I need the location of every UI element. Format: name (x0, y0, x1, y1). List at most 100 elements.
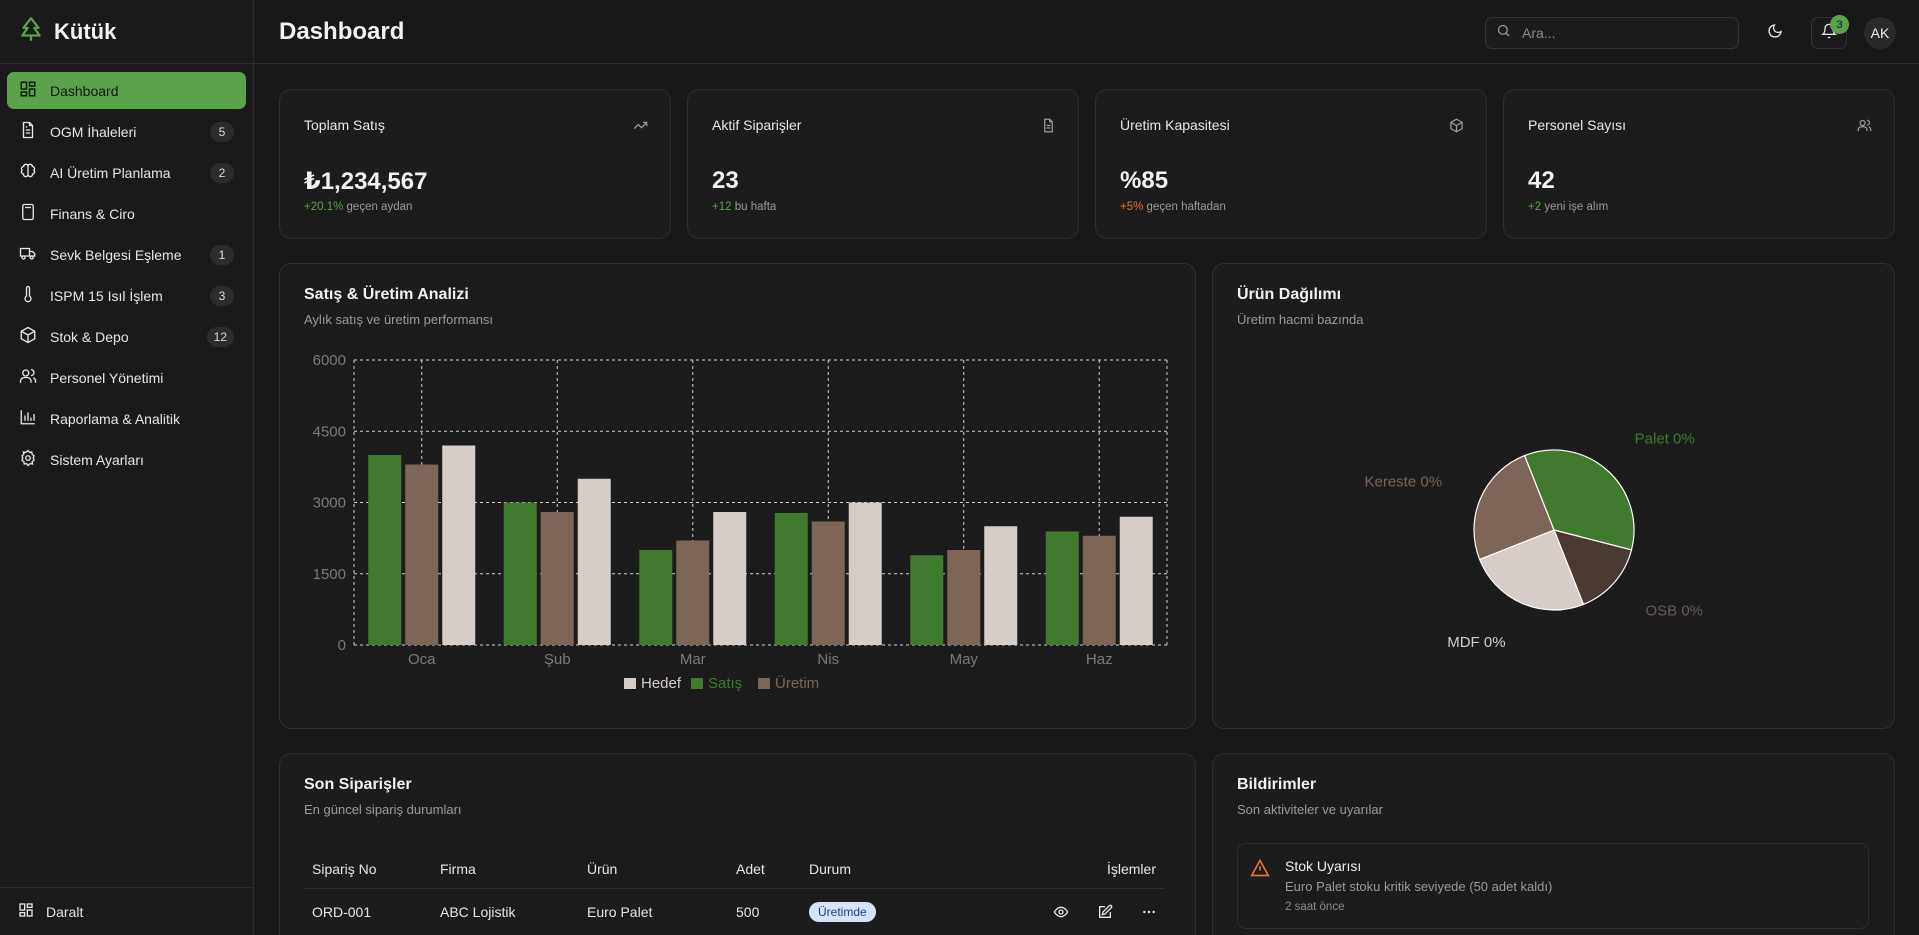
more-button[interactable] (1134, 898, 1164, 926)
sidebar-item-finans-ciro[interactable]: Finans & Ciro (7, 195, 246, 232)
column-header: Firma (432, 850, 579, 889)
count-badge: 5 (210, 121, 234, 142)
theme-toggle-button[interactable] (1757, 17, 1793, 49)
sidebar-item-personel[interactable]: Personel Yönetimi (7, 359, 246, 396)
sales-production-panel: Satış & Üretim Analizi Aylık satış ve ür… (279, 263, 1196, 729)
order-quantity: 500 (736, 904, 760, 921)
column-header: Durum (801, 850, 1021, 889)
box-icon (19, 326, 37, 347)
stat-card-production-capacity: Üretim Kapasitesi %85 +5% geçen haftadan (1095, 89, 1487, 239)
stat-value: ₺1,234,567 (304, 168, 428, 195)
avatar[interactable]: AK (1864, 17, 1896, 49)
edit-button[interactable] (1090, 898, 1120, 926)
sidebar-item-label: ISPM 15 Isıl İşlem (50, 287, 163, 304)
search-input[interactable] (1522, 25, 1722, 41)
collapse-sidebar-button[interactable]: Daralt (0, 887, 253, 935)
search-icon (1496, 23, 1511, 43)
column-header: Ürün (579, 850, 728, 889)
notification-item[interactable]: Stok Uyarısı Euro Palet stoku kritik sev… (1237, 843, 1869, 929)
stat-value: %85 (1120, 167, 1169, 194)
stat-delta: +20.1% (304, 201, 344, 213)
sidebar-item-sevk-belgesi[interactable]: Sevk Belgesi Eşleme 1 (7, 236, 246, 273)
pie-label: MDF 0% (1447, 634, 1505, 651)
sidebar-item-ogm-ihaleleri[interactable]: OGM İhaleleri 5 (7, 113, 246, 150)
bar-satış (774, 512, 808, 645)
panel-subtitle: Üretim hacmi bazında (1237, 312, 1364, 327)
sidebar-item-ai-uretim-planlama[interactable]: AI Üretim Planlama 2 (7, 154, 246, 191)
x-tick-label: Haz (1086, 651, 1113, 668)
bar-üretim (540, 512, 574, 645)
notification-count-badge: 3 (1830, 15, 1849, 34)
stat-title: Aktif Siparişler (712, 117, 802, 133)
pie-slice (1473, 454, 1555, 561)
document-icon (19, 121, 37, 142)
pie-slice (1553, 529, 1633, 606)
notifications-button[interactable]: 3 (1811, 15, 1849, 49)
view-button[interactable] (1046, 898, 1076, 926)
stat-card-active-orders: Aktif Siparişler 23 +12 bu hafta (687, 89, 1079, 239)
bar-üretim (947, 550, 981, 645)
bar-satış (639, 550, 673, 645)
count-badge: 3 (210, 285, 234, 306)
legend-swatch (691, 678, 703, 689)
sidebar-item-label: Sistem Ayarları (50, 451, 144, 468)
panel-title: Ürün Dağılımı (1237, 286, 1342, 303)
sidebar-item-label: Personel Yönetimi (50, 369, 164, 386)
stat-delta-label: geçen haftadan (1146, 201, 1226, 213)
stat-card-staff-count: Personel Sayısı 42 +2 yeni işe alım (1503, 89, 1895, 239)
table-header-row: Sipariş No Firma Ürün Adet Durum İşlemle… (304, 850, 1164, 889)
brand[interactable]: Kütük (0, 0, 253, 64)
y-tick-label: 1500 (313, 566, 346, 583)
column-header: Adet (728, 850, 801, 889)
sales-production-bar-chart: 0 1500 3000 4500 6000 Oca Şub Mar Nis May Haz Hedef… (313, 352, 1168, 692)
gear-icon (19, 449, 37, 470)
stat-title: Personel Sayısı (1528, 117, 1627, 133)
warning-icon (1250, 858, 1270, 877)
search-box[interactable] (1485, 17, 1739, 49)
table-row[interactable]: ORD-001 ABC Lojistik Euro Palet 500 Üret… (304, 888, 1164, 935)
stat-delta-line: +2 yeni işe alım (1528, 201, 1608, 213)
stat-value: 23 (712, 167, 739, 194)
more-horizontal-icon (1143, 911, 1155, 914)
stat-delta-line: +5% geçen haftadan (1120, 201, 1226, 213)
legend-label: Üretim (775, 674, 819, 692)
sidebar-item-ispm15[interactable]: ISPM 15 Isıl İşlem 3 (7, 277, 246, 314)
file-icon (1041, 118, 1056, 133)
sidebar-item-dashboard[interactable]: Dashboard (7, 72, 246, 109)
pie-slice (1478, 529, 1585, 611)
sidebar-item-stok-depo[interactable]: Stok & Depo 12 (7, 318, 246, 355)
order-company: ABC Lojistik (440, 904, 516, 921)
bar-hedef (577, 478, 611, 645)
page-title: Dashboard (279, 17, 405, 45)
bar-üretim (676, 540, 710, 645)
sidebar-item-label: Dashboard (50, 82, 119, 99)
users-icon (1857, 118, 1872, 133)
x-tick-label: Mar (680, 651, 706, 668)
y-tick-label: 0 (338, 637, 346, 654)
brain-icon (19, 162, 37, 183)
trending-up-icon (633, 118, 648, 133)
x-tick-label: May (950, 651, 979, 668)
legend-swatch (758, 678, 770, 689)
legend-label: Hedef (641, 675, 682, 692)
row-actions (1021, 888, 1164, 935)
orders-table: Sipariş No Firma Ürün Adet Durum İşlemle… (304, 850, 1164, 935)
thermometer-icon (19, 285, 37, 306)
bar-hedef (442, 445, 476, 645)
pie-label: Palet 0% (1635, 430, 1695, 447)
panel-subtitle: En güncel sipariş durumları (304, 802, 462, 817)
dashboard-icon (19, 80, 37, 101)
stat-delta-label: bu hafta (734, 201, 777, 213)
stat-delta: +2 (1528, 201, 1542, 213)
calculator-icon (19, 203, 37, 224)
count-badge: 12 (206, 326, 234, 347)
stat-delta: +5% (1120, 201, 1144, 213)
bar-üretim (811, 521, 845, 645)
sidebar-item-label: Stok & Depo (50, 328, 129, 345)
sidebar-item-label: AI Üretim Planlama (50, 164, 171, 181)
sidebar-item-raporlama[interactable]: Raporlama & Analitik (7, 400, 246, 437)
column-header: Sipariş No (304, 850, 432, 889)
stat-delta-label: geçen aydan (346, 201, 413, 213)
sidebar-item-sistem-ayarlari[interactable]: Sistem Ayarları (7, 441, 246, 478)
bar-satış (503, 502, 537, 645)
